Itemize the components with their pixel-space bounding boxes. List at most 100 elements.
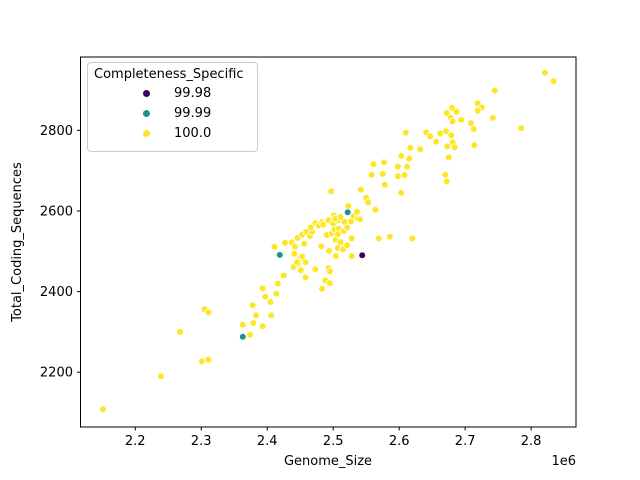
data-point (442, 177, 451, 186)
data-point (261, 292, 270, 301)
data-point (549, 77, 558, 85)
legend-entries: 99.98 99.99 100.0 (94, 83, 251, 143)
data-point (364, 198, 373, 207)
data-point (298, 252, 307, 261)
data-point (444, 153, 453, 162)
data-point (473, 106, 482, 115)
x-tick-label: 2.4 (257, 434, 278, 449)
data-point (204, 355, 213, 364)
data-point (369, 160, 378, 169)
data-point (416, 145, 425, 154)
data-point (442, 109, 451, 117)
legend-marker-icon (143, 109, 150, 117)
scatter-points (99, 68, 558, 414)
data-point (252, 311, 260, 320)
data-point (317, 242, 326, 251)
data-point (378, 170, 387, 178)
data-point (249, 319, 258, 327)
data-point (300, 239, 309, 248)
legend-marker-icon (143, 129, 150, 137)
data-point (443, 142, 452, 151)
data-point (374, 234, 383, 243)
data-point (340, 218, 349, 226)
data-point (99, 405, 107, 414)
data-point (258, 322, 267, 331)
data-point (301, 273, 310, 282)
data-point (490, 86, 499, 95)
data-point (347, 234, 356, 243)
data-point (380, 181, 389, 189)
data-point (371, 206, 380, 214)
data-point (343, 241, 351, 250)
x-tick-label: 2.2 (125, 434, 146, 449)
data-point (448, 117, 457, 126)
data-point (301, 258, 310, 267)
x-axis-label: Genome_Size (284, 454, 372, 469)
legend-marker-icon (143, 89, 150, 97)
legend-entry-label: 99.98 (174, 85, 212, 101)
data-point (318, 284, 326, 293)
data-point (336, 238, 345, 246)
data-point (325, 247, 334, 255)
data-point (517, 124, 525, 133)
data-point (258, 284, 267, 293)
data-point (331, 252, 340, 260)
x-tick-label: 2.6 (389, 434, 410, 449)
legend-row: 100.0 (94, 123, 251, 143)
axis-ticks: 2.2 2.3 2.4 2.5 2.6 2.7 2.8 2200 2400 2600 2800 (40, 124, 542, 449)
data-point (400, 171, 409, 179)
data-point (489, 114, 497, 122)
data-point (405, 154, 413, 163)
data-point (447, 131, 456, 140)
data-point (426, 132, 435, 141)
data-point (541, 68, 549, 77)
data-point (452, 108, 461, 116)
legend: Completeness_Specific 99.98 99.99 100.0 (87, 62, 258, 152)
data-point (267, 311, 276, 320)
data-point (336, 213, 345, 221)
data-point (326, 279, 334, 287)
legend-row: 99.98 (94, 83, 251, 103)
data-point (239, 320, 247, 329)
data-point (403, 162, 411, 171)
data-point (394, 162, 402, 171)
legend-entry-label: 99.99 (174, 105, 212, 121)
data-point (246, 330, 254, 339)
data-point (272, 289, 281, 298)
data-point (266, 298, 275, 306)
data-point (204, 308, 213, 317)
y-axis-label: Total_Coding_Sequences (10, 162, 25, 323)
data-point (343, 208, 352, 217)
legend-title: Completeness_Specific (94, 67, 244, 82)
data-point (319, 220, 328, 229)
legend-entry-label: 100.0 (174, 125, 212, 141)
data-point (380, 158, 388, 167)
data-point (281, 239, 289, 247)
data-point (291, 243, 299, 251)
data-point (406, 143, 415, 152)
data-point (347, 252, 356, 260)
data-point (176, 328, 184, 336)
y-tick-label: 2200 (40, 366, 73, 381)
data-point (469, 125, 478, 133)
data-point (333, 230, 342, 239)
data-point (432, 137, 440, 146)
x-tick-label: 2.5 (323, 434, 344, 449)
data-point (397, 189, 406, 197)
data-point (157, 372, 165, 381)
data-point (450, 143, 459, 152)
data-point (270, 243, 279, 251)
data-point (441, 170, 450, 179)
x-axis-offset-label: 1e6 (551, 454, 576, 469)
data-point (367, 170, 376, 179)
data-point (275, 251, 284, 259)
data-point (290, 249, 299, 258)
data-point (457, 116, 466, 124)
data-point (358, 251, 367, 260)
data-point (327, 187, 336, 196)
data-point (248, 301, 257, 310)
legend-row: 99.99 (94, 103, 251, 123)
data-point (198, 357, 206, 366)
data-point (353, 208, 361, 216)
